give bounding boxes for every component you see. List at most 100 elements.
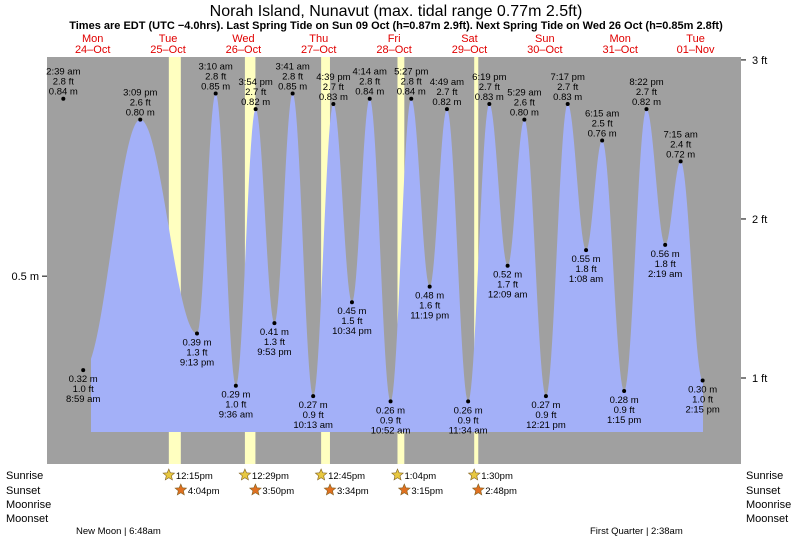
- extreme-meters: 0.26 m: [376, 405, 405, 416]
- extreme-feet: 1.8 ft: [655, 259, 676, 270]
- sun-events: 12:15pm 4:04pm 12:29pm 3:50pm 12:45pm 3:34pm 1…: [162, 468, 517, 497]
- extreme-point: [331, 101, 336, 106]
- sunset-time: 3:34pm: [337, 486, 369, 497]
- extreme-time: 1:15 pm: [607, 415, 641, 426]
- extreme-time: 8:59 am: [66, 394, 100, 405]
- extreme-meters: 0.55 m: [572, 254, 601, 265]
- row-label-sunset-right: Sunset: [746, 485, 780, 497]
- extreme-point: [253, 107, 258, 112]
- right-axis: 3 ft 2 ft 1 ft: [741, 55, 767, 385]
- extreme-time: 8:22 pm: [629, 77, 663, 88]
- extreme-meters: 0.80 m: [510, 108, 539, 119]
- extreme-feet: 2.8 ft: [359, 77, 380, 88]
- extreme-point: [367, 96, 372, 101]
- extreme-time: 5:27 pm: [394, 67, 428, 78]
- row-label-moonset-right: Moonset: [746, 513, 788, 525]
- extreme-time: 9:53 pm: [257, 347, 291, 358]
- sunrise-icon: [162, 468, 176, 481]
- sun-rows: Sunrise Sunset Moonrise Moonset Sunrise …: [6, 470, 791, 525]
- extreme-meters: 0.84 m: [355, 87, 384, 98]
- extreme-feet: 2.6 ft: [514, 98, 535, 109]
- extreme-time: 11:34 am: [449, 425, 488, 436]
- extreme-meters: 0.82 m: [432, 97, 461, 108]
- day-label-weekday: Sun: [535, 33, 555, 45]
- extreme-meters: 0.72 m: [666, 149, 695, 160]
- extreme-point: [349, 300, 354, 305]
- extreme-time: 4:49 am: [430, 77, 464, 88]
- extreme-point: [466, 399, 471, 404]
- extreme-point: [311, 394, 316, 399]
- day-label-date: 31–Oct: [602, 44, 637, 56]
- extreme-point: [290, 91, 295, 96]
- row-label-moonrise-left: Moonrise: [6, 499, 51, 511]
- extreme-time: 3:54 pm: [238, 77, 272, 88]
- extreme-time: 6:15 am: [585, 108, 619, 119]
- extreme-time: 10:52 am: [371, 425, 411, 436]
- extreme-time: 3:41 am: [275, 62, 309, 73]
- extreme-time: 10:13 am: [293, 420, 333, 431]
- extreme-time: 12:09 am: [488, 290, 528, 301]
- extreme-point: [565, 101, 570, 106]
- sunset-icon: [471, 483, 485, 496]
- extreme-meters: 0.28 m: [610, 395, 639, 406]
- extreme-meters: 0.45 m: [337, 306, 366, 317]
- day-label-date: 01–Nov: [677, 44, 715, 56]
- extreme-feet: 1.0 ft: [73, 384, 94, 395]
- extreme-meters: 0.56 m: [651, 249, 680, 260]
- row-label-sunrise-right: Sunrise: [746, 470, 783, 482]
- day-label-weekday: Thu: [309, 33, 328, 45]
- sunset-time: 3:50pm: [262, 486, 294, 497]
- extreme-feet: 0.9 ft: [458, 415, 479, 426]
- extreme-feet: 2.7 ft: [245, 87, 266, 98]
- extreme-meters: 0.26 m: [454, 405, 483, 416]
- row-label-sunrise-left: Sunrise: [6, 470, 43, 482]
- left-axis-label: 0.5 m: [11, 271, 39, 283]
- extreme-time: 12:21 pm: [526, 420, 566, 431]
- extreme-feet: 0.9 ft: [535, 410, 556, 421]
- extreme-time: 9:36 am: [219, 410, 253, 421]
- extreme-time: 2:15 pm: [685, 405, 719, 416]
- extreme-feet: 1.5 ft: [341, 316, 362, 327]
- extreme-meters: 0.82 m: [632, 97, 661, 108]
- extreme-point: [213, 91, 218, 96]
- daylight-band: [168, 57, 181, 464]
- extreme-point: [700, 378, 705, 383]
- extreme-feet: 2.6 ft: [130, 98, 151, 109]
- right-axis-label: 2 ft: [752, 214, 767, 226]
- day-label-date: 25–Oct: [150, 44, 185, 56]
- extreme-feet: 2.8 ft: [205, 72, 226, 83]
- extreme-meters: 0.85 m: [201, 82, 230, 93]
- extreme-time: 1:08 am: [569, 274, 603, 285]
- extreme-feet: 1.0 ft: [225, 400, 246, 411]
- extreme-point: [409, 96, 414, 101]
- extreme-time: 2:19 am: [648, 269, 682, 280]
- extreme-point: [194, 331, 199, 336]
- extreme-meters: 0.52 m: [493, 270, 522, 281]
- sunset-icon: [248, 483, 262, 496]
- extreme-point: [138, 117, 143, 122]
- extreme-time: 4:39 pm: [316, 72, 350, 83]
- extreme-meters: 0.27 m: [531, 400, 560, 411]
- extreme-meters: 0.80 m: [126, 108, 155, 119]
- extreme-meters: 0.82 m: [241, 97, 270, 108]
- extreme-feet: 2.5 ft: [592, 118, 613, 129]
- day-label-weekday: Mon: [82, 33, 103, 45]
- extreme-feet: 2.7 ft: [436, 87, 457, 98]
- extreme-meters: 0.27 m: [299, 400, 328, 411]
- extreme-time: 9:13 pm: [180, 358, 214, 369]
- day-label-weekday: Fri: [388, 33, 401, 45]
- extreme-point: [388, 399, 393, 404]
- day-labels: Mon24–OctTue25–OctWed26–OctThu27–OctFri2…: [75, 33, 715, 56]
- day-label-date: 27–Oct: [301, 44, 336, 56]
- extreme-time: 10:34 pm: [332, 326, 372, 337]
- extreme-feet: 2.7 ft: [323, 82, 344, 93]
- extreme-time: 3:10 am: [199, 62, 233, 73]
- extreme-point: [663, 242, 668, 247]
- right-axis-label: 3 ft: [752, 55, 767, 67]
- day-label-date: 26–Oct: [226, 44, 261, 56]
- extreme-point: [487, 101, 492, 106]
- extreme-feet: 1.3 ft: [264, 337, 285, 348]
- day-label-date: 28–Oct: [376, 44, 411, 56]
- sunset-time: 4:04pm: [188, 486, 220, 497]
